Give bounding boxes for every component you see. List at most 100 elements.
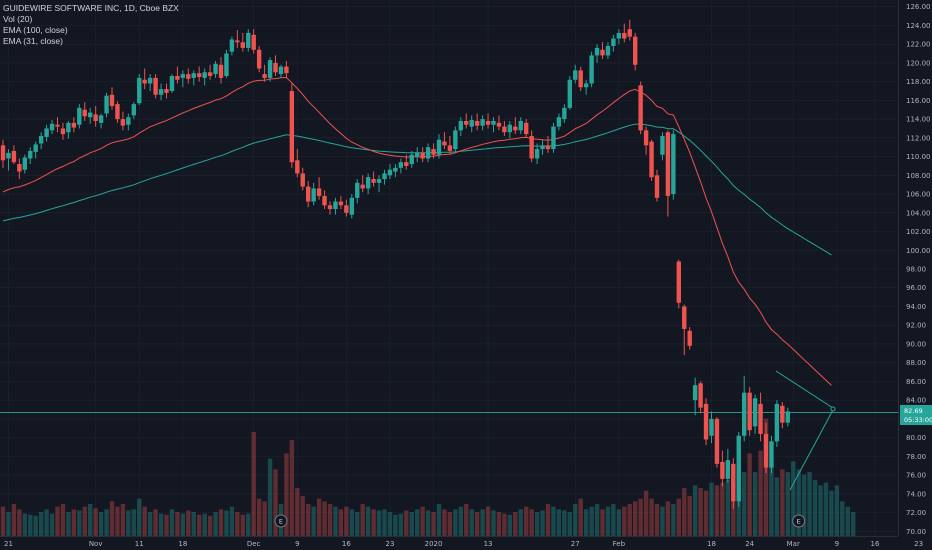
volume-bar	[109, 501, 115, 536]
candle-body	[38, 135, 44, 144]
volume-bar	[327, 504, 333, 536]
candle-body	[583, 83, 589, 88]
volume-bar	[158, 513, 164, 536]
volume-bar	[622, 506, 627, 536]
volume-bar	[763, 418, 769, 536]
ema100-line	[2, 123, 832, 256]
candle-body	[0, 145, 6, 161]
volume-bar	[186, 510, 191, 536]
candle-body	[654, 175, 660, 198]
volume-bar	[262, 501, 267, 536]
volume-bar	[529, 509, 534, 536]
candle-body	[158, 89, 164, 95]
chart-legend: GUIDEWIRE SOFTWARE INC, 1D, Cboe BZX Vol…	[3, 3, 179, 47]
volume-bar	[77, 510, 82, 536]
candle-body	[524, 122, 529, 135]
candle-body	[180, 74, 186, 78]
volume-bar	[289, 440, 295, 536]
volume-bar	[600, 509, 605, 536]
candle-body	[88, 112, 93, 118]
y-tick-label: 74.00	[906, 490, 926, 498]
volume-bar	[458, 506, 463, 536]
price-axis[interactable]: 70.0072.0074.0076.0078.0080.0082.0084.00…	[898, 0, 932, 536]
candle-body	[338, 201, 344, 206]
candle-body	[267, 60, 273, 78]
volume-bar	[611, 504, 616, 536]
candle-body	[197, 73, 202, 77]
candle-body	[469, 120, 474, 127]
candle-body	[71, 122, 77, 128]
symmetrical-triangle-drawing[interactable]	[775, 370, 836, 491]
volume-bar	[556, 509, 562, 536]
volume-bar	[33, 515, 38, 536]
candle-body	[589, 55, 594, 84]
volume-bar	[698, 488, 703, 536]
candle-body	[11, 150, 17, 163]
volume-bar	[98, 512, 104, 536]
candle-body	[365, 177, 371, 189]
candle-body	[649, 141, 654, 178]
candle-body	[137, 77, 142, 104]
candle-body	[551, 126, 556, 150]
triangle-handle[interactable]	[830, 406, 836, 412]
candle-body	[33, 144, 38, 152]
triangle-upper-line[interactable]	[775, 370, 834, 409]
candle-body	[262, 74, 267, 78]
volume-bar	[720, 482, 725, 536]
volume-bar	[682, 488, 687, 536]
volume-bar	[660, 506, 665, 536]
candle-body	[671, 134, 676, 195]
candle-body	[77, 107, 82, 125]
y-tick-label: 80.00	[906, 434, 926, 442]
candle-body	[382, 173, 387, 180]
earnings-marker[interactable]	[792, 514, 806, 528]
candle-body	[295, 160, 300, 174]
legend-vol[interactable]: Vol (20)	[3, 14, 33, 24]
candle-body	[698, 383, 703, 408]
legend-ema31[interactable]: EMA (31, close)	[3, 36, 63, 46]
volume-bar	[725, 480, 731, 536]
volume-bar	[676, 498, 681, 536]
legend-title[interactable]: GUIDEWIRE SOFTWARE INC, 1D, Cboe BZX	[3, 3, 179, 13]
candle-body	[273, 62, 278, 73]
y-tick-label: 126.00	[906, 3, 931, 11]
candle-body	[387, 169, 393, 176]
triangle-lower-line[interactable]	[789, 409, 834, 491]
x-tick-label: 23	[385, 540, 394, 548]
volume-bar	[774, 477, 780, 536]
volume-bar	[453, 509, 458, 536]
volume-bar	[246, 513, 251, 536]
candle-body	[300, 173, 305, 187]
volume-bar	[22, 513, 27, 536]
volume-bar	[442, 509, 447, 536]
volume-bar	[752, 472, 758, 536]
candle-body	[393, 167, 398, 172]
volume-bar	[507, 514, 513, 536]
volume-bar	[703, 490, 709, 536]
candle-body	[322, 195, 327, 206]
earnings-marker[interactable]	[274, 514, 288, 528]
candle-body	[17, 164, 22, 172]
volume-bar	[742, 472, 747, 536]
volume-bar	[104, 509, 109, 536]
candle-body	[540, 145, 545, 150]
candle-body	[398, 162, 404, 168]
time-axis[interactable]: 21 Nov 11 18 Dec 9 16 23 2020 13 27 Feb 18 24 Mar 9 16 23…	[0, 536, 932, 550]
legend-ema100[interactable]: EMA (100, close)	[3, 25, 68, 35]
volume-bar	[322, 501, 327, 536]
x-tick-label: Feb	[613, 540, 626, 548]
candle-body	[311, 188, 316, 202]
candle-body	[687, 330, 692, 346]
candle-body	[758, 403, 763, 434]
candle-body	[376, 179, 382, 183]
y-tick-label: 110.00	[906, 153, 931, 161]
volume-bar	[202, 513, 207, 536]
x-tick-label: 18	[178, 540, 187, 548]
volume-bar	[627, 504, 632, 536]
volume-bar	[371, 509, 376, 536]
candle-body	[747, 392, 752, 431]
candle-body	[692, 385, 698, 401]
x-tick-label: 27	[571, 540, 580, 548]
